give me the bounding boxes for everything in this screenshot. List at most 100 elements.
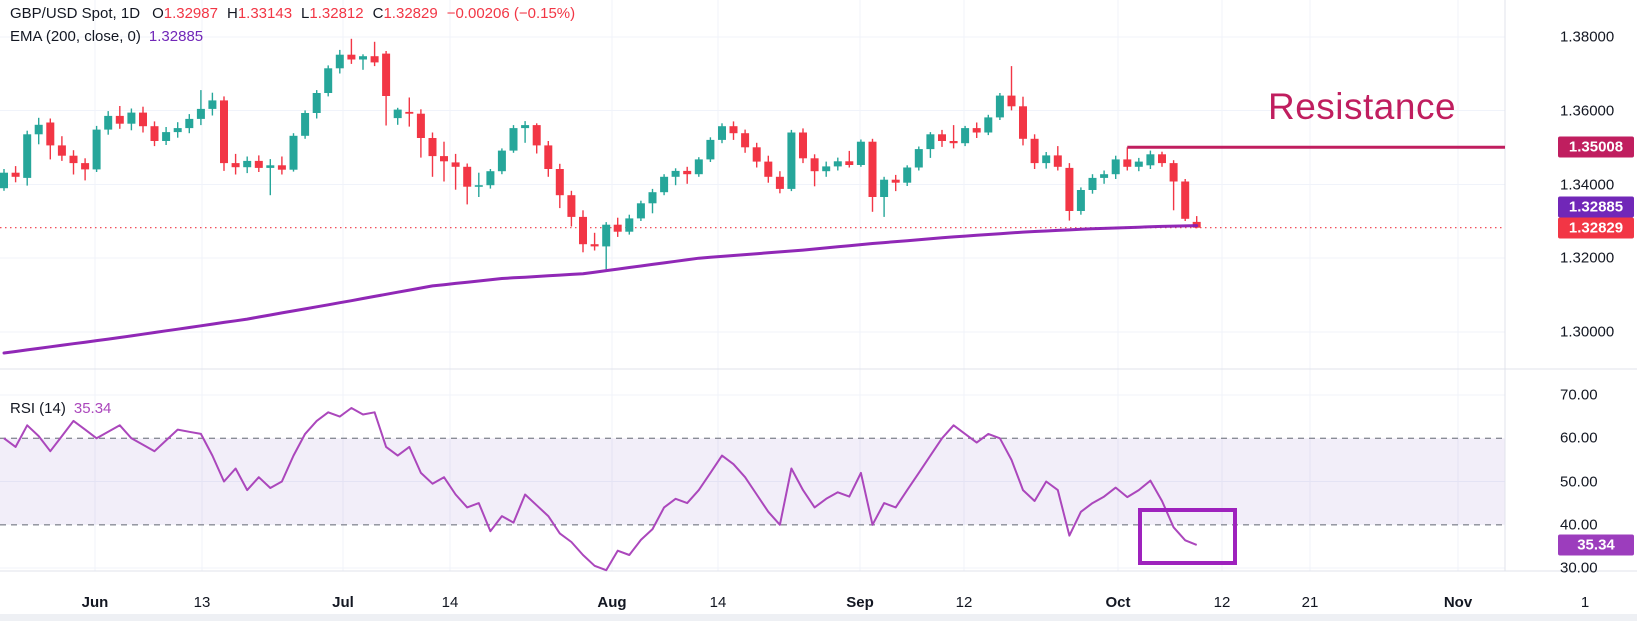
symbol-title[interactable]: GBP/USD Spot, 1D [10,5,141,22]
candle-body [428,138,437,157]
candle-body [266,165,275,168]
candle-body [382,53,391,96]
candle-body [405,111,414,114]
candle-body [208,100,217,109]
candle-body [173,128,182,133]
candle-body [891,179,900,183]
candle-body [1065,167,1074,211]
candle-body [972,128,981,133]
price-axis-label: 1.32000 [1560,249,1615,267]
candle-body [949,141,958,144]
candle-body [69,155,78,164]
candle-body [115,115,124,124]
candle-body [579,216,587,245]
candle-body [660,176,669,193]
candle-body [1088,177,1097,190]
time-axis-label: 12 [1213,594,1231,611]
time-axis-label: 12 [955,594,973,611]
price-change: −0.00206 (−0.15%) [446,5,576,22]
candle-body [1042,155,1051,164]
ohlc-close: C1.32829 [372,5,438,22]
candle-body [57,145,66,156]
candle-body [613,224,622,232]
time-axis-label: Oct [1105,594,1131,611]
candle-body [544,145,553,169]
candle-body [880,179,889,197]
rsi-band [0,438,1505,525]
candle-body [34,124,43,135]
candle-body [648,192,657,204]
bottom-strip [0,614,1637,621]
candle-body [497,150,506,172]
candle-body [196,108,205,119]
rsi-highlight-box [1138,508,1237,565]
candle-body [104,115,113,130]
candle-body [486,171,495,186]
candle-body [1158,154,1166,164]
candle-body [868,141,877,197]
candle-body [0,172,8,189]
ohlc-low: L1.32812 [301,5,364,22]
candle-body [602,224,611,247]
ema-legend-label: EMA (200, close, 0) [10,28,141,45]
price-axis-badge: 1.32885 [1558,196,1634,218]
rsi-legend[interactable]: RSI (14) 35.34 [10,400,111,417]
candle-body [636,203,645,219]
candle-body [833,161,842,167]
candle-body [324,68,333,93]
time-axis-label: Sep [846,594,874,611]
candle-body [359,56,367,60]
ohlc-high: H1.33143 [226,5,293,22]
candle-body [706,139,715,160]
rsi-axis-badge: 35.34 [1558,534,1634,556]
time-axis-label: Jul [332,594,354,611]
candle-body [775,176,784,189]
time-axis-label: Nov [1443,594,1473,611]
candle-body [1019,106,1027,139]
candle-body [938,134,946,141]
candle-body [764,161,773,177]
price-axis-label: 1.36000 [1560,102,1615,120]
candle-body [370,56,379,63]
candle-body [567,195,576,217]
candle-body [845,161,854,165]
candle-body [683,170,692,175]
candle-body [162,132,171,141]
time-axis-label: 14 [441,594,459,611]
candle-body [277,165,286,170]
candle-body [984,117,993,133]
candle-body [243,160,252,168]
candle-body [416,113,425,138]
candle-body [1134,161,1143,167]
ema-legend[interactable]: EMA (200, close, 0) 1.32885 [10,28,203,45]
time-axis-label: 1 [1580,594,1590,611]
rsi-legend-value: 35.34 [73,400,112,417]
time-axis-label: Jun [81,594,109,611]
candle-body [590,244,599,247]
candle-body [521,125,530,129]
rsi-legend-label: RSI (14) [10,400,66,417]
candle-body [926,134,935,150]
candle-body [335,54,344,69]
candle-body [799,132,807,159]
candle-body [92,129,101,170]
candle-body [1181,181,1190,219]
candle-body [1053,155,1062,167]
price-axis-badge: 1.32829 [1558,217,1634,239]
candle-body [810,158,819,172]
candle-body [555,169,564,196]
rsi-axis-label: 50.00 [1560,473,1598,490]
candle-body [312,93,321,113]
candle-body [440,156,448,162]
candle-body [23,134,32,178]
candle-body [752,147,761,162]
time-axis-label: 14 [709,594,727,611]
candle-body [914,149,923,168]
time-axis-label: Aug [597,594,627,611]
candle-body [301,113,310,136]
candle-body [220,100,228,164]
candle-body [1030,138,1039,164]
resistance-annotation-label[interactable]: Resistance [1268,86,1457,127]
candle-body [347,54,356,60]
